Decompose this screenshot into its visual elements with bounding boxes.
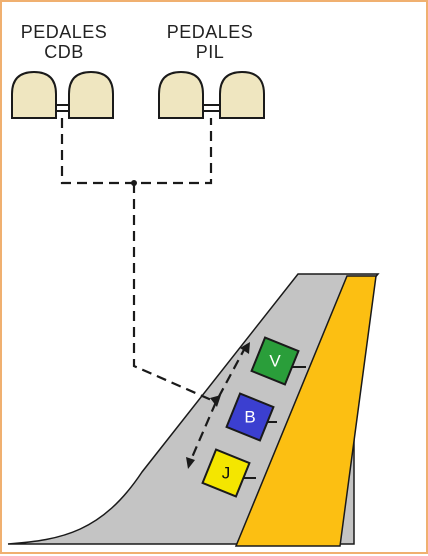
- pedals-cdb: [11, 70, 114, 119]
- pedal-pil-right: [219, 70, 265, 119]
- pedals-pil: [158, 70, 265, 119]
- arrowhead-middle: [210, 395, 221, 407]
- pedales-cdb-label: PEDALES CDB: [4, 22, 124, 62]
- pedales-pil-line2: PIL: [195, 42, 225, 62]
- servo-box-j: J: [201, 448, 251, 498]
- box-v-label: V: [269, 352, 281, 371]
- box-j-label: J: [222, 464, 231, 483]
- control-linkage: [60, 118, 247, 463]
- servo-box-v: V: [250, 336, 300, 386]
- pedal-cdb-right: [68, 70, 114, 119]
- pedales-pil-line1: PEDALES: [166, 22, 254, 42]
- arrowhead-upper: [240, 342, 250, 354]
- pedal-cdb-left: [11, 70, 57, 119]
- linkage-junction: [131, 180, 137, 186]
- pedales-pil-label: PEDALES PIL: [150, 22, 270, 62]
- pedales-cdb-line1: PEDALES: [20, 22, 108, 42]
- arrowhead-lower: [186, 457, 195, 469]
- box-b-label: B: [244, 408, 255, 427]
- box-b-shape: [225, 392, 275, 442]
- box-v-shape: [250, 336, 300, 386]
- servo-box-b: B: [225, 392, 275, 442]
- pedal-pil-left: [158, 70, 204, 119]
- box-j-shape: [201, 448, 251, 498]
- pedales-cdb-line2: CDB: [44, 42, 84, 62]
- rudder: [234, 275, 377, 547]
